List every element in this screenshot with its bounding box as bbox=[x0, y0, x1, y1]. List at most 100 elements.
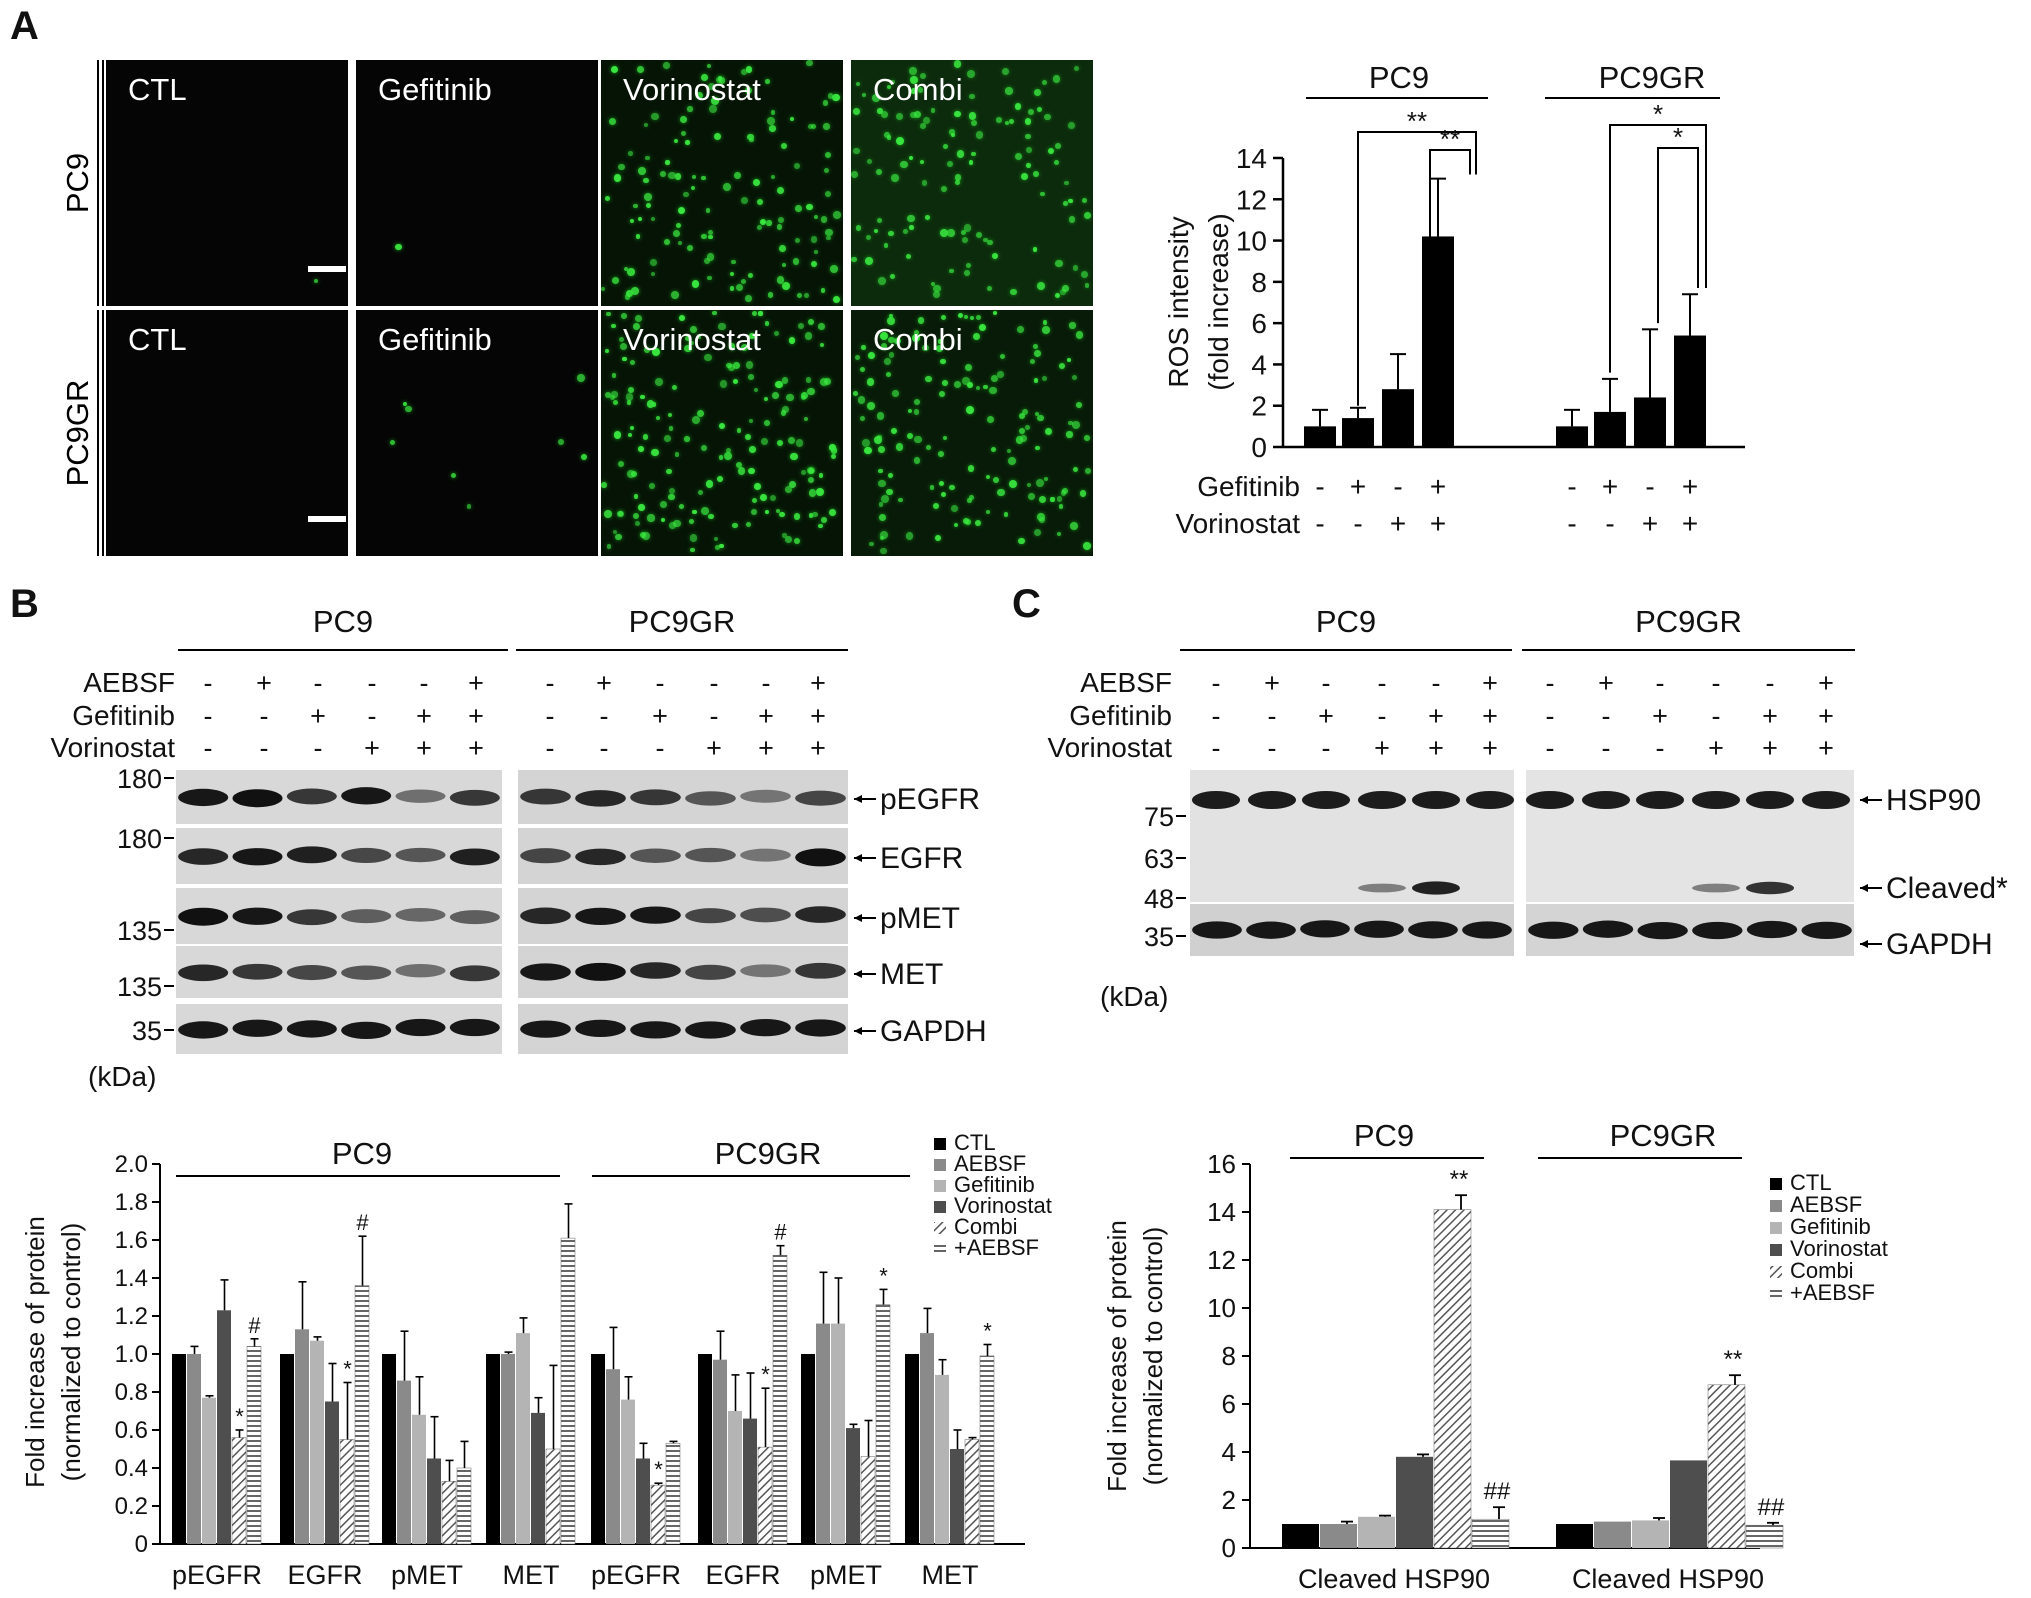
treatment-sign: + bbox=[1652, 701, 1668, 731]
bar bbox=[1674, 335, 1706, 447]
fluorescent-cell bbox=[1068, 216, 1075, 223]
fluorescent-cell bbox=[866, 158, 873, 165]
bar bbox=[1358, 1516, 1395, 1548]
bar bbox=[1433, 1209, 1472, 1549]
blot-membrane bbox=[176, 828, 502, 884]
fluorescent-cell bbox=[754, 482, 762, 490]
significance-mark: * bbox=[761, 1362, 770, 1387]
band bbox=[449, 1018, 500, 1037]
arrow-head bbox=[1860, 796, 1868, 804]
fluorescent-cell bbox=[717, 76, 723, 81]
fluorescent-cell bbox=[876, 412, 885, 420]
fluorescent-cell bbox=[857, 396, 866, 405]
blot-membrane bbox=[1526, 904, 1854, 956]
fluorescent-cell bbox=[807, 467, 815, 475]
bar bbox=[1471, 1518, 1510, 1549]
legend-swatch bbox=[934, 1201, 946, 1213]
fluorescent-cell bbox=[796, 439, 804, 447]
fluorescent-cell bbox=[1003, 512, 1009, 518]
micrograph-label: Combi bbox=[873, 72, 963, 107]
fluorescent-cell bbox=[626, 400, 632, 405]
fluorescent-cell bbox=[1040, 191, 1045, 197]
fluorescent-cell bbox=[880, 332, 889, 340]
fluorescent-cell bbox=[931, 281, 936, 286]
fluorescent-cell bbox=[917, 317, 925, 324]
fluorescent-cell bbox=[1026, 482, 1032, 488]
significance-mark: * bbox=[343, 1357, 352, 1382]
bar bbox=[325, 1401, 339, 1544]
fluorescent-cell bbox=[679, 115, 687, 123]
fluorescent-cell bbox=[741, 196, 749, 204]
y-axis-label: Fold increase of protein bbox=[20, 1216, 50, 1488]
fluorescent-cell bbox=[707, 275, 712, 281]
band bbox=[740, 1018, 791, 1037]
fluorescent-cell bbox=[1042, 320, 1048, 325]
bar bbox=[516, 1333, 530, 1544]
fluorescent-cell bbox=[635, 314, 643, 322]
fluorescent-cell bbox=[644, 347, 651, 354]
fluorescent-cell bbox=[895, 443, 904, 451]
fluorescent-cell bbox=[704, 258, 711, 265]
legend-label: Gefitinib bbox=[1790, 1214, 1871, 1239]
treatment-sign: - bbox=[204, 668, 213, 698]
bar bbox=[486, 1354, 500, 1544]
bar bbox=[531, 1412, 545, 1544]
treatment-label: Vorinostat bbox=[1175, 508, 1300, 539]
band bbox=[685, 1021, 736, 1039]
fluorescent-cell bbox=[1061, 285, 1069, 292]
fluorescent-cell bbox=[708, 234, 713, 240]
fluorescent-cell bbox=[760, 437, 769, 445]
band bbox=[449, 965, 500, 982]
treatment-sign: + bbox=[468, 733, 484, 763]
fluorescent-cell bbox=[669, 487, 676, 494]
fluorescent-cell bbox=[691, 280, 700, 289]
sig-bracket bbox=[1429, 149, 1471, 344]
treatment-sign: - bbox=[1268, 733, 1277, 763]
micrograph-1-0: CTL bbox=[106, 310, 348, 556]
fluorescent-cell bbox=[557, 439, 564, 446]
fluorescent-cell bbox=[1036, 513, 1045, 522]
micrograph-0-1: Gefitinib bbox=[356, 60, 598, 306]
fluorescent-cell bbox=[860, 415, 866, 421]
treatment-sign: + bbox=[1762, 733, 1778, 763]
treatment-sign: - bbox=[260, 701, 269, 731]
fluorescent-cell bbox=[817, 322, 825, 330]
band bbox=[1636, 791, 1684, 809]
fluorescent-cell bbox=[805, 377, 812, 384]
fluorescent-cell bbox=[975, 131, 984, 139]
fluorescent-cell bbox=[873, 435, 882, 444]
legend-swatch bbox=[934, 1138, 946, 1150]
bar bbox=[698, 1354, 712, 1544]
fluorescent-cell bbox=[967, 382, 974, 389]
fluorescent-cell bbox=[1020, 434, 1028, 443]
fluorescent-cell bbox=[708, 514, 714, 520]
fluorescent-cell bbox=[640, 394, 645, 400]
fluorescent-cell bbox=[611, 277, 619, 285]
treatment-sign: + bbox=[706, 733, 722, 763]
fluorescent-cell bbox=[813, 214, 819, 220]
fluorescent-cell bbox=[786, 393, 795, 402]
fluorescent-cell bbox=[628, 151, 633, 157]
band bbox=[1582, 791, 1630, 809]
fluorescent-cell bbox=[734, 172, 742, 180]
treatment-sign: - bbox=[204, 701, 213, 731]
fluorescent-cell bbox=[691, 174, 697, 180]
fluorescent-cell bbox=[926, 445, 932, 451]
treatment-sign: + bbox=[1428, 733, 1444, 763]
fluorescent-cell bbox=[1072, 265, 1079, 272]
fluorescent-cell bbox=[744, 86, 753, 94]
fluorescent-cell bbox=[610, 65, 618, 73]
fluorescent-cell bbox=[909, 66, 918, 75]
fluorescent-cell bbox=[969, 495, 974, 500]
treatment-label: Vorinostat bbox=[50, 732, 175, 763]
fluorescent-cell bbox=[1019, 413, 1026, 420]
fluorescent-cell bbox=[935, 344, 943, 352]
fluorescent-cell bbox=[749, 446, 756, 453]
fluorescent-cell bbox=[806, 60, 813, 67]
fluorescent-cell bbox=[804, 332, 812, 340]
fluorescent-cell bbox=[907, 409, 913, 414]
fluorescent-cell bbox=[700, 444, 708, 452]
treatment-sign: + bbox=[1602, 471, 1618, 502]
fluorescent-cell bbox=[1032, 247, 1038, 252]
fluorescent-cell bbox=[1064, 180, 1069, 185]
